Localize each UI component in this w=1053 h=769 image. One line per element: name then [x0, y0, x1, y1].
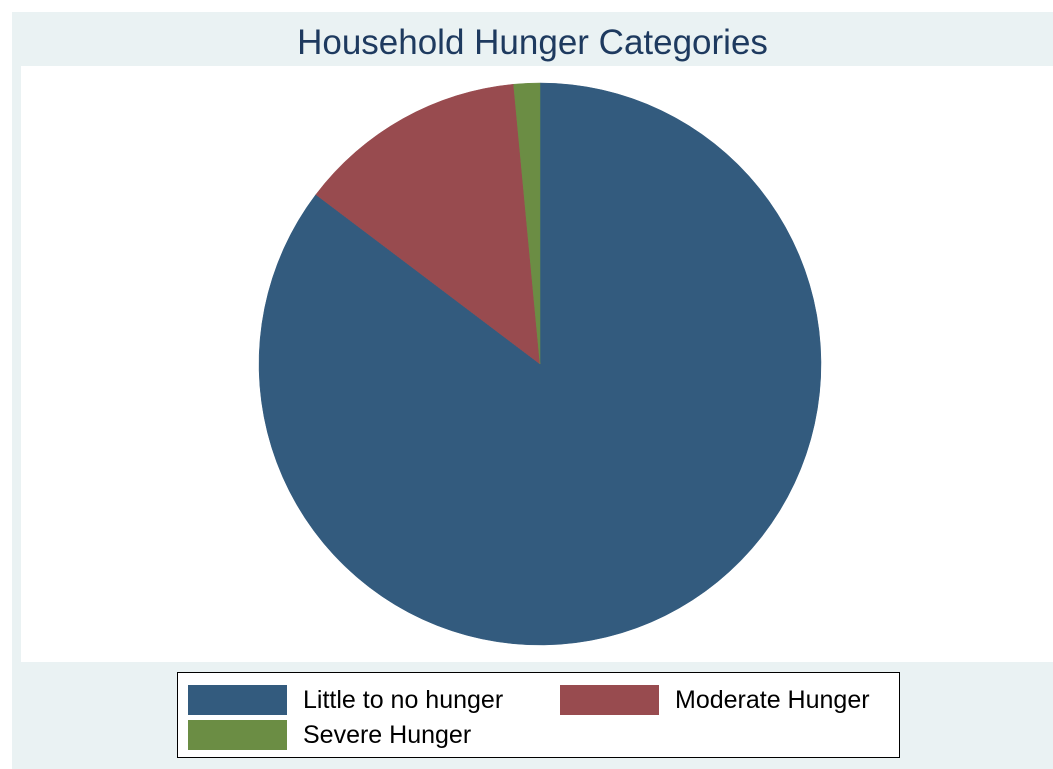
legend-label-moderate-hunger: Moderate Hunger [675, 686, 870, 714]
legend-swatch-severe-hunger [188, 720, 287, 750]
legend-label-little-to-no-hunger: Little to no hunger [303, 686, 504, 714]
pie-slice-moderate-hunger [315, 83, 541, 365]
chart-title: Household Hunger Categories [297, 23, 768, 62]
legend-swatch-moderate-hunger [560, 685, 659, 715]
legend-swatch-little-to-no-hunger [188, 685, 287, 715]
legend: Little to no hunger Moderate Hunger Seve… [177, 672, 900, 758]
pie-slice-severe-hunger [513, 82, 541, 365]
plot-region [21, 66, 1053, 662]
legend-label-severe-hunger: Severe Hunger [303, 721, 472, 749]
pie-slice-little-to-no-hunger [258, 82, 822, 646]
pie-chart [258, 82, 822, 646]
